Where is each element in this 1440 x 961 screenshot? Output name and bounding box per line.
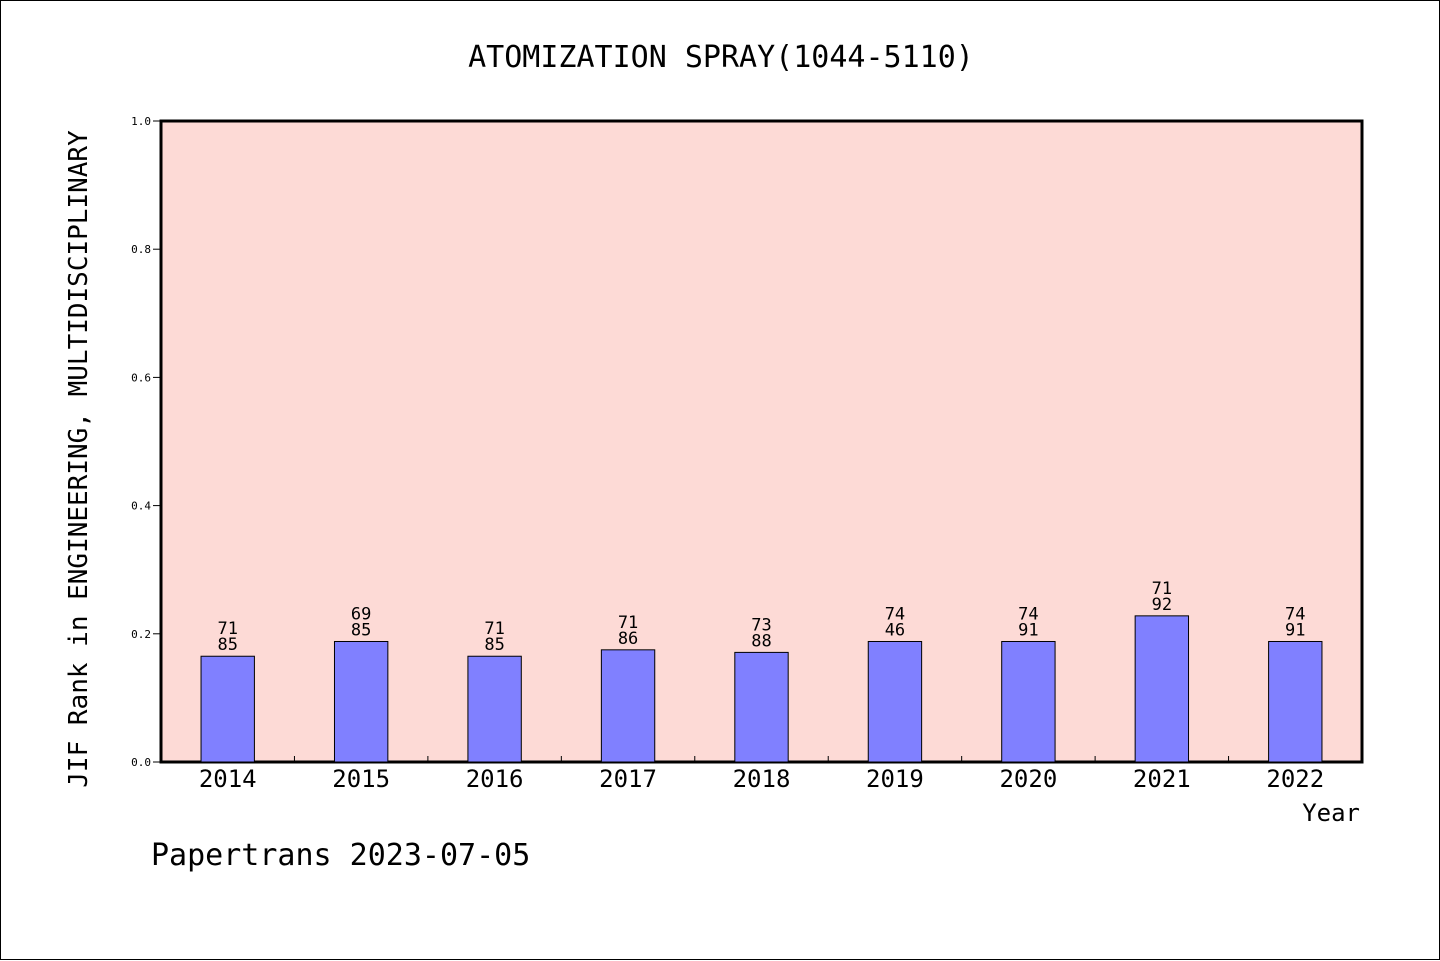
bar-label-top-2015: 69 xyxy=(351,604,371,624)
bar-label-top-2018: 73 xyxy=(751,615,771,635)
y-tick-label: 0.8 xyxy=(131,243,151,256)
bar-label-top-2017: 71 xyxy=(618,613,638,633)
bar-label-bottom-2020: 91 xyxy=(1018,620,1038,640)
x-tick-label-2021: 2021 xyxy=(1133,765,1191,793)
bar-2021 xyxy=(1134,615,1190,763)
bar-2022 xyxy=(1268,640,1323,763)
bar-label-top-2016: 71 xyxy=(484,619,504,639)
y-tick-label: 0.0 xyxy=(131,756,151,769)
bar-label-bottom-2019: 46 xyxy=(885,620,905,640)
y-axis-ticks: 0.0 0.2 0.4 0.6 0.8 1.0 xyxy=(131,115,161,769)
bar-label-bottom-2014: 85 xyxy=(217,635,237,655)
bar-label-top-2014: 71 xyxy=(217,619,237,639)
x-tick-label-2017: 2017 xyxy=(599,765,657,793)
bar-label-bottom-2016: 85 xyxy=(484,635,504,655)
bar-label-top-2020: 74 xyxy=(1018,604,1038,624)
bar-label-top-2022: 74 xyxy=(1285,604,1305,624)
bar-2017 xyxy=(600,649,656,763)
y-tick-label: 1.0 xyxy=(131,115,151,128)
bar-label-bottom-2015: 85 xyxy=(351,620,371,640)
x-tick-label-2022: 2022 xyxy=(1266,765,1324,793)
x-axis-ticks: 2014 2015 2016 2017 2018 2019 2020 2021 2022 xyxy=(199,756,1324,793)
x-tick-label-2015: 2015 xyxy=(332,765,390,793)
bar-label-bottom-2022: 91 xyxy=(1285,620,1305,640)
x-tick-label-2018: 2018 xyxy=(733,765,791,793)
footer-text: Papertrans 2023-07-05 xyxy=(151,838,530,873)
x-axis-label: Year xyxy=(1302,799,1360,827)
bar-2015 xyxy=(333,640,389,763)
y-tick-label: 0.6 xyxy=(131,371,151,384)
y-tick-label: 0.4 xyxy=(131,500,151,513)
bar-2020 xyxy=(1001,640,1056,763)
y-tick-label: 0.2 xyxy=(131,628,151,641)
bar-2014 xyxy=(200,655,255,763)
bar-label-top-2019: 74 xyxy=(885,604,905,624)
bar-label-top-2021: 71 xyxy=(1152,579,1172,599)
bar-label-bottom-2017: 86 xyxy=(618,629,638,649)
bar-2016 xyxy=(467,655,522,763)
x-tick-label-2019: 2019 xyxy=(866,765,924,793)
chart-title: ATOMIZATION SPRAY(1044-5110) xyxy=(468,40,974,75)
x-tick-label-2016: 2016 xyxy=(466,765,524,793)
x-tick-label-2014: 2014 xyxy=(199,765,257,793)
x-tick-label-2020: 2020 xyxy=(999,765,1057,793)
bar-label-bottom-2021: 92 xyxy=(1152,595,1172,615)
bar-2019 xyxy=(867,640,923,763)
bar-2018 xyxy=(734,651,789,763)
y-axis-label: JIF Rank in ENGINEERING, MULTIDISCIPLINA… xyxy=(64,130,94,788)
bar-label-bottom-2018: 88 xyxy=(751,631,771,651)
